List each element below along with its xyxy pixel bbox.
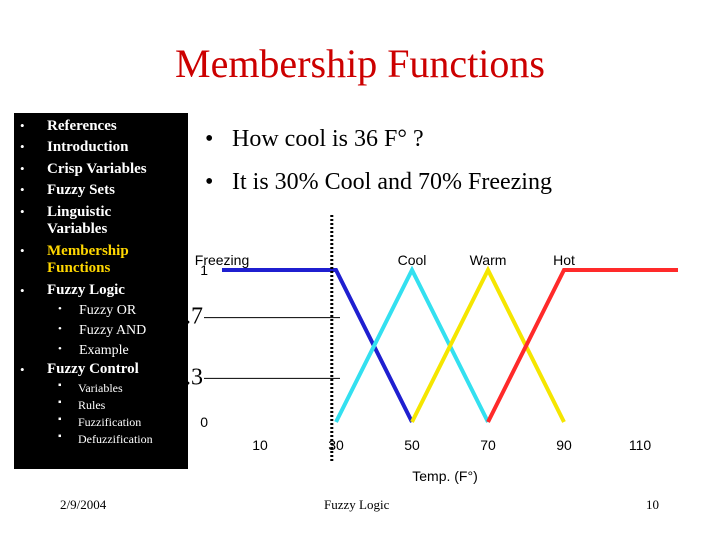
sidebar-subitem-fuzzification[interactable]: Fuzzification xyxy=(78,415,142,429)
sub-bullet: • xyxy=(58,303,62,315)
small-bullet: ▪ xyxy=(58,414,62,425)
small-bullet: ▪ xyxy=(58,397,62,408)
series-label-hot: Hot xyxy=(553,252,575,268)
x-axis-label: Temp. (F°) xyxy=(412,468,478,484)
sidebar-item-fuzzy-logic[interactable]: Fuzzy Logic xyxy=(47,282,125,298)
sidebar-item-references[interactable]: References xyxy=(47,118,117,134)
sidebar-item-crisp-variables[interactable]: Crisp Variables xyxy=(47,161,147,177)
sidebar-item-linguistic-variables-line2[interactable]: Variables xyxy=(47,221,108,237)
sidebar-subitem-fuzzy-and[interactable]: Fuzzy AND xyxy=(79,323,147,338)
series-line-freezing xyxy=(222,268,414,423)
sidebar-item-summary[interactable]: Summary xyxy=(47,451,111,467)
slide-title: Membership Functions xyxy=(175,41,545,86)
x-tick-label: 110 xyxy=(629,437,652,453)
series-label-cool: Cool xyxy=(398,252,427,268)
sub-bullet: • xyxy=(58,323,62,335)
x-tick-label: 70 xyxy=(480,437,496,453)
y-tick-label: 1 xyxy=(200,262,208,278)
footer-date: 2/9/2004 xyxy=(60,497,107,512)
bullet: • xyxy=(205,169,214,195)
bullet: • xyxy=(205,126,214,152)
series-line-hot xyxy=(486,268,678,423)
sidebar-subitem-defuzzification[interactable]: Defuzzification xyxy=(78,432,153,446)
bullet: • xyxy=(20,452,25,467)
x-tick-label: 50 xyxy=(404,437,420,453)
bullet: • xyxy=(20,283,25,298)
small-bullet: ▪ xyxy=(58,380,62,391)
sidebar-item-fuzzy-control[interactable]: Fuzzy Control xyxy=(47,361,139,377)
x-tick-label: 90 xyxy=(556,437,572,453)
sidebar-item-membership-functions-line2[interactable]: Functions xyxy=(47,260,111,276)
bullet: • xyxy=(20,204,25,219)
bullet: • xyxy=(20,182,25,197)
sidebar-subitem-variables[interactable]: Variables xyxy=(78,381,123,395)
series-line-warm xyxy=(410,265,566,423)
guide-level-label: 0.7 xyxy=(173,304,203,330)
bullet: • xyxy=(20,139,25,154)
sub-bullet: • xyxy=(58,343,62,355)
x-tick-label: 10 xyxy=(252,437,268,453)
footer-title: Fuzzy Logic xyxy=(324,497,390,512)
series-label-warm: Warm xyxy=(470,252,507,268)
sidebar-item-linguistic-variables[interactable]: Linguistic xyxy=(47,204,112,220)
series-label-freezing: Freezing xyxy=(195,252,249,268)
guide-level-label: 0.3 xyxy=(173,364,203,390)
bullet: • xyxy=(20,243,25,258)
sidebar-item-fuzzy-sets[interactable]: Fuzzy Sets xyxy=(47,182,115,198)
small-bullet: ▪ xyxy=(58,431,62,442)
sidebar xyxy=(14,113,188,469)
bullet: • xyxy=(20,161,25,176)
series-line-cool xyxy=(334,265,490,423)
sidebar-item-membership-functions[interactable]: Membership xyxy=(47,243,129,259)
bullet: • xyxy=(20,362,25,377)
sidebar-subitem-fuzzy-or[interactable]: Fuzzy OR xyxy=(79,303,137,318)
bullet: • xyxy=(20,118,25,133)
answer-text: It is 30% Cool and 70% Freezing xyxy=(232,169,552,195)
footer-page-number: 10 xyxy=(646,497,659,512)
question-text: How cool is 36 F° ? xyxy=(232,126,424,152)
sidebar-subitem-rules[interactable]: Rules xyxy=(78,398,106,412)
y-tick-label: 0 xyxy=(200,414,208,430)
sidebar-subitem-example[interactable]: Example xyxy=(79,343,129,358)
sidebar-item-introduction[interactable]: Introduction xyxy=(47,139,129,155)
